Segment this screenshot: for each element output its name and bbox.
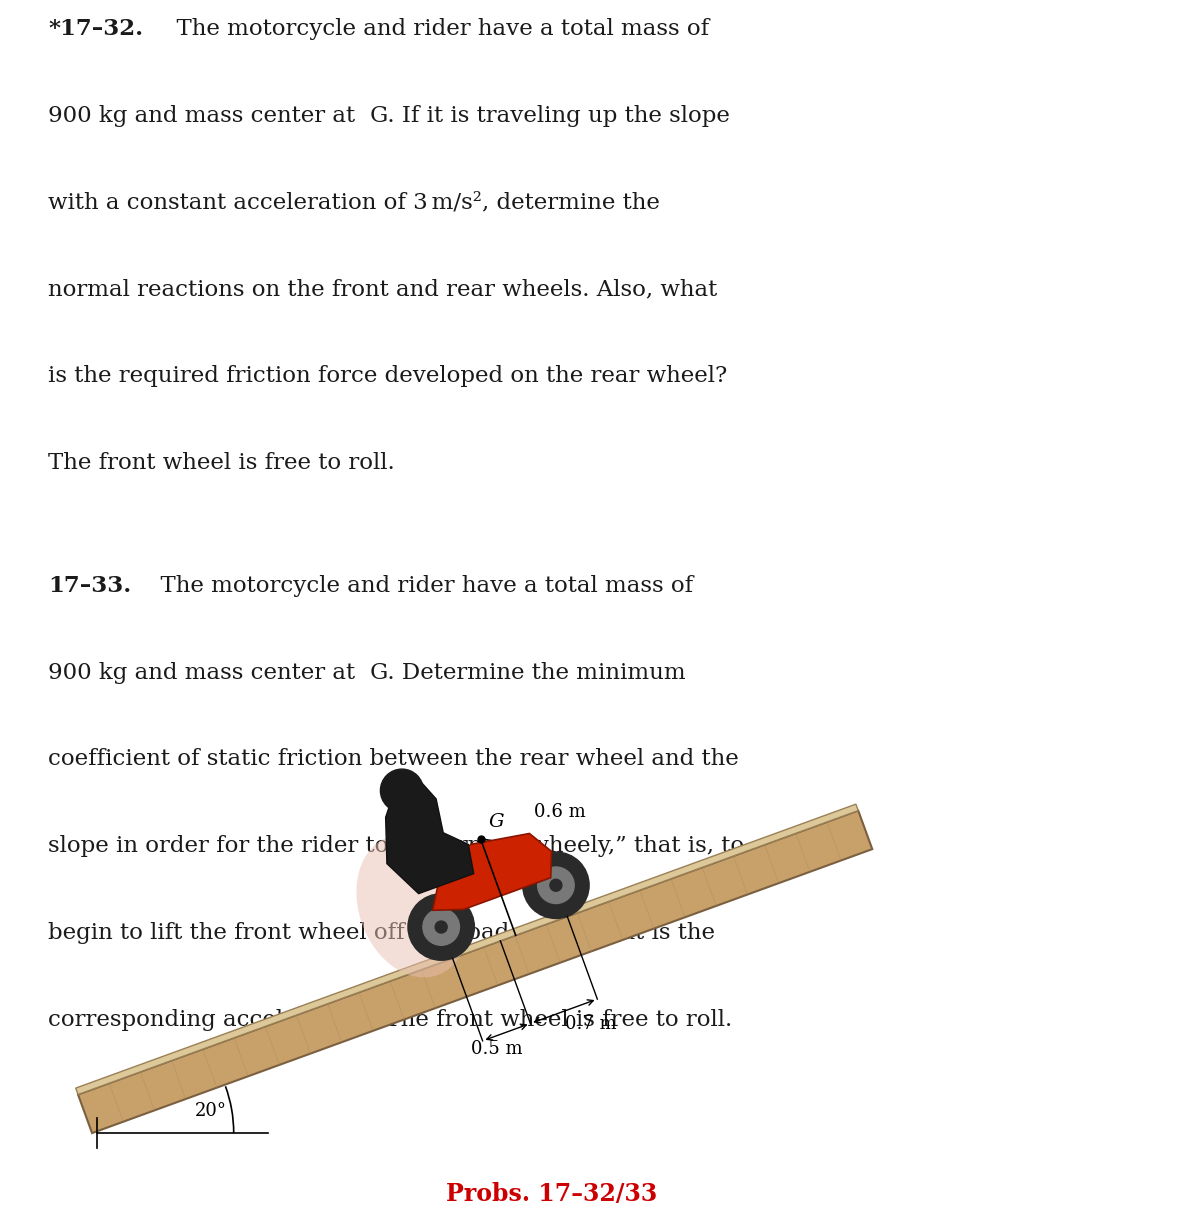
Circle shape [550,879,562,891]
Text: slope in order for the rider to perform a “wheely,” that is, to: slope in order for the rider to perform … [48,835,744,857]
Circle shape [380,769,424,812]
Text: begin to lift the front wheel off the road. Also, what is the: begin to lift the front wheel off the ro… [48,922,715,944]
Text: *17–32.: *17–32. [48,18,143,40]
Text: The motorcycle and rider have a total mass of: The motorcycle and rider have a total ma… [162,18,709,40]
Text: 0.7 m: 0.7 m [565,1015,617,1033]
Polygon shape [76,805,858,1094]
Text: is the required friction force developed on the rear wheel?: is the required friction force developed… [48,365,727,387]
Text: 900 kg and mass center at   G. Determine the minimum: 900 kg and mass center at G. Determine t… [48,662,685,684]
Text: 17–33.: 17–33. [48,575,131,597]
Text: G: G [488,813,504,832]
Text: 0.6 m: 0.6 m [534,803,586,822]
Polygon shape [385,779,474,894]
Text: Probs. 17–32/33: Probs. 17–32/33 [445,1182,656,1206]
Text: 20°: 20° [194,1101,227,1120]
Circle shape [408,894,474,960]
Circle shape [422,908,460,945]
Text: The front wheel is free to roll.: The front wheel is free to roll. [48,452,395,474]
Text: with a constant acceleration of 3 m/s², determine the: with a constant acceleration of 3 m/s², … [48,192,660,214]
Text: corresponding acceleration? The front wheel is free to roll.: corresponding acceleration? The front wh… [48,1009,732,1031]
Circle shape [523,852,589,918]
Text: coefficient of static friction between the rear wheel and the: coefficient of static friction between t… [48,748,739,770]
Text: 900 kg and mass center at   G. If it is traveling up the slope: 900 kg and mass center at G. If it is tr… [48,105,730,127]
Text: The motorcycle and rider have a total mass of: The motorcycle and rider have a total ma… [146,575,694,597]
Circle shape [538,867,574,904]
Circle shape [436,921,448,933]
Ellipse shape [356,835,469,978]
Text: normal reactions on the front and rear wheels. Also, what: normal reactions on the front and rear w… [48,278,718,300]
Polygon shape [78,811,872,1133]
Polygon shape [433,834,552,911]
Text: 0.5 m: 0.5 m [470,1039,522,1057]
